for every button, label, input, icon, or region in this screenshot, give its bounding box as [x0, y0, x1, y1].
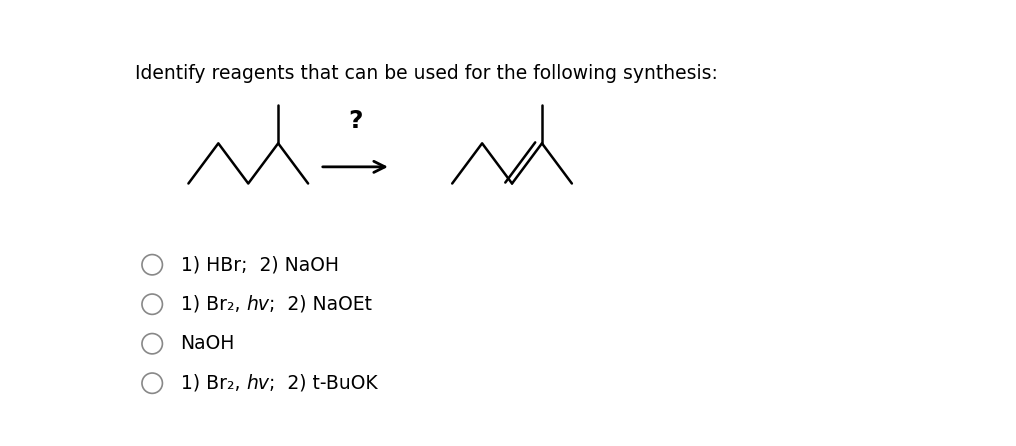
- Text: hv: hv: [246, 295, 269, 314]
- Text: hv: hv: [246, 374, 269, 393]
- Text: Identify reagents that can be used for the following synthesis:: Identify reagents that can be used for t…: [135, 64, 717, 83]
- Text: 1) HBr;  2) NaOH: 1) HBr; 2) NaOH: [181, 255, 338, 274]
- Text: 1) Br₂,: 1) Br₂,: [181, 295, 246, 314]
- Text: ?: ?: [348, 108, 363, 132]
- Text: NaOH: NaOH: [181, 334, 235, 353]
- Text: 1) Br₂,: 1) Br₂,: [181, 374, 246, 393]
- Text: ;  2) t-BuOK: ; 2) t-BuOK: [269, 374, 378, 393]
- Text: ;  2) NaOEt: ; 2) NaOEt: [269, 295, 372, 314]
